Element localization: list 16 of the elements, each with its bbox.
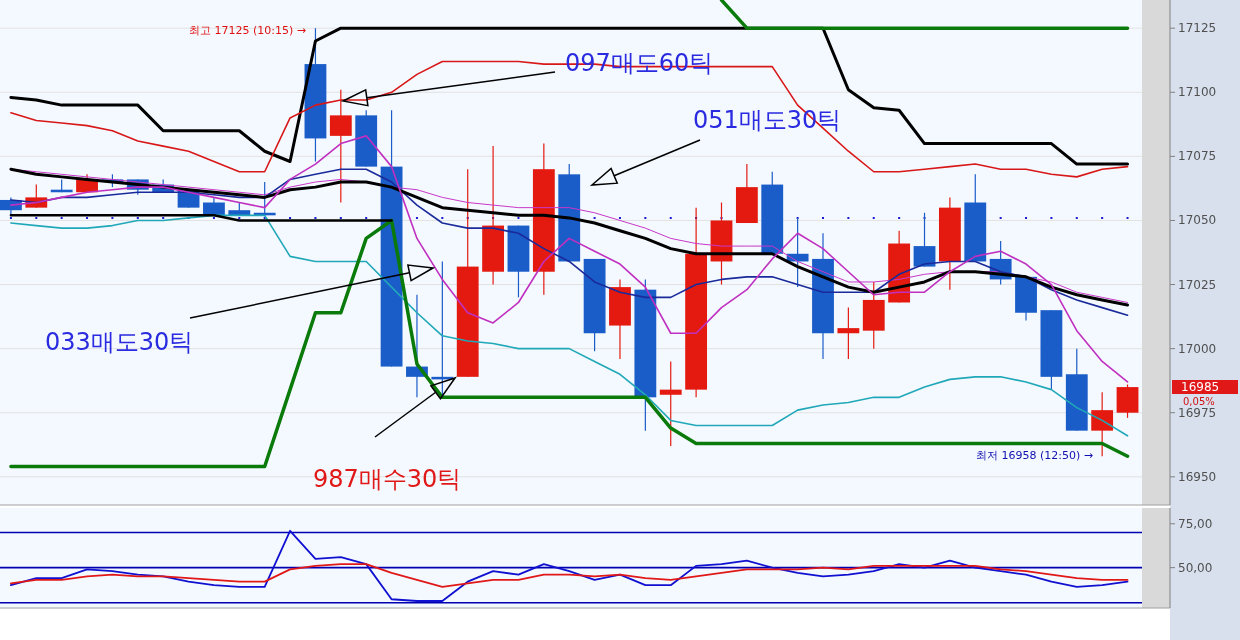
annotation: 최저 16958 (12:50) → — [976, 449, 1093, 462]
annotation: 033매도30틱 — [45, 328, 194, 356]
y-tick-label: 17050 — [1178, 213, 1217, 228]
y-tick-label: 17125 — [1178, 21, 1217, 36]
y-tick-label: 16975 — [1178, 405, 1217, 420]
y-tick-label: 17075 — [1178, 149, 1217, 164]
text: 16985 — [1181, 380, 1220, 394]
annotation: 최고 17125 (10:15) → — [189, 24, 306, 37]
y-tick-label: 17000 — [1178, 341, 1217, 356]
y-tick-label: 75,00 — [1178, 516, 1213, 531]
y-tick-label: 50,00 — [1178, 560, 1213, 575]
y-tick-label: 16950 — [1178, 469, 1217, 484]
y-tick-label: 17025 — [1178, 277, 1217, 292]
text: 0,05% — [1183, 396, 1215, 407]
y-tick-label: 17100 — [1178, 85, 1217, 100]
annotation: 987매수30틱 — [313, 465, 462, 493]
